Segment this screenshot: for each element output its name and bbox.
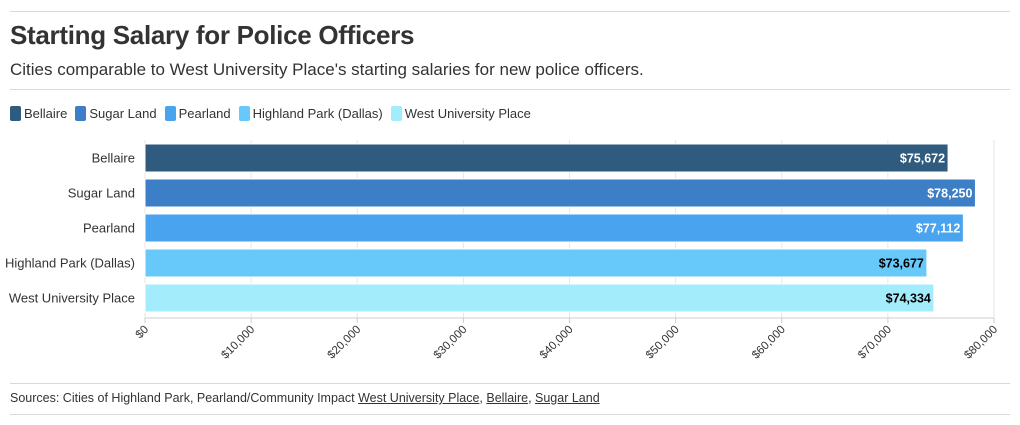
x-tick-label: $70,000 xyxy=(856,324,894,362)
source-prefix: Sources: Cities of Highland Park, Pearla… xyxy=(10,391,359,405)
bottom-rule xyxy=(10,414,1010,415)
x-tick-label: $0 xyxy=(134,324,152,342)
x-tick-label: $40,000 xyxy=(538,324,576,362)
value-label: $78,250 xyxy=(927,187,972,201)
category-label: Pearland xyxy=(83,221,135,236)
legend-label: Pearland xyxy=(178,105,231,121)
legend-label: West University Place xyxy=(404,105,531,121)
x-tick-label: $50,000 xyxy=(644,324,682,362)
bar xyxy=(144,213,964,243)
bar xyxy=(144,143,949,173)
x-tick-label: $80,000 xyxy=(962,324,1000,362)
chart-subtitle: Cities comparable to West University Pla… xyxy=(10,60,644,79)
header-rule xyxy=(10,89,1010,90)
legend-item: West University Place xyxy=(390,105,531,121)
x-tick-label: $10,000 xyxy=(219,324,257,362)
category-label: Bellaire xyxy=(92,151,135,166)
legend-swatch xyxy=(10,105,21,121)
source-link[interactable]: Sugar Land xyxy=(535,391,600,405)
bar-chart: Bellaire $75,672 Sugar Land $78,250 Pearland… xyxy=(5,140,1000,362)
top-rule xyxy=(10,11,1010,12)
value-label: $73,677 xyxy=(879,257,924,271)
legend-swatch xyxy=(390,105,402,121)
source-line: Sources: Cities of Highland Park, Pearla… xyxy=(10,391,600,405)
source-link[interactable]: Bellaire xyxy=(486,391,529,405)
legend-item: Highland Park (Dallas) xyxy=(238,105,383,121)
legend-swatch xyxy=(238,105,250,121)
legend-label: Sugar Land xyxy=(89,105,157,121)
chart-legend: Bellaire Sugar Land Pearland Highland Park … xyxy=(10,103,539,123)
source-separator: , xyxy=(479,391,487,405)
value-label: $74,334 xyxy=(886,292,931,306)
legend-label: Highland Park (Dallas) xyxy=(252,105,383,121)
value-label: $77,112 xyxy=(916,222,961,236)
legend-item: Sugar Land xyxy=(75,105,157,121)
bar xyxy=(144,178,976,208)
source-rule xyxy=(10,383,1010,384)
legend-item: Bellaire xyxy=(10,105,68,121)
chart-title: Starting Salary for Police Officers xyxy=(10,20,415,50)
x-tick-label: $20,000 xyxy=(325,324,363,362)
category-label: West University Place xyxy=(9,291,135,306)
x-tick-label: $30,000 xyxy=(432,324,470,362)
legend-label: Bellaire xyxy=(24,105,68,121)
category-label: Sugar Land xyxy=(68,186,135,201)
legend-swatch xyxy=(75,105,87,121)
bar xyxy=(144,283,935,313)
bar xyxy=(144,248,928,278)
source-separator: , xyxy=(528,391,536,405)
legend-item: Pearland xyxy=(164,105,231,121)
value-label: $75,672 xyxy=(900,152,945,166)
source-link[interactable]: West University Place xyxy=(358,391,480,405)
legend-swatch xyxy=(164,105,176,121)
x-tick-label: $60,000 xyxy=(750,324,788,362)
category-label: Highland Park (Dallas) xyxy=(5,256,135,271)
